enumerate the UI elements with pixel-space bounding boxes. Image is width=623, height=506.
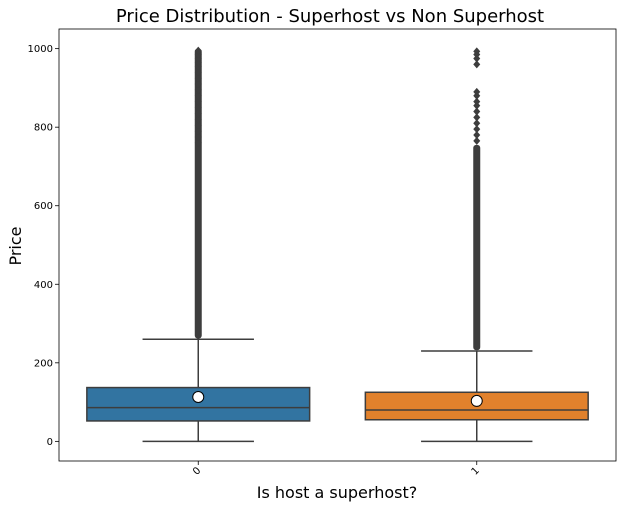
outlier-point: [194, 68, 202, 77]
outlier-point: [194, 133, 202, 141]
outlier-point: [473, 47, 481, 56]
x-tick-label: 1: [470, 465, 482, 477]
outlier-column-1: [473, 144, 481, 351]
mean-marker-1: [470, 394, 483, 407]
y-tick-label: 0: [47, 437, 53, 448]
outlier-point: [194, 91, 202, 100]
outlier-point: [194, 74, 202, 83]
outlier-point: [194, 79, 202, 88]
outlier-point: [194, 97, 202, 106]
box-group-0: [86, 46, 311, 443]
outlier-point: [194, 138, 202, 147]
outlier-point: [473, 107, 481, 116]
outlier-point: [473, 119, 481, 128]
y-tick-label: 200: [34, 358, 53, 369]
axes: 0 200 400 600 800 1000 0 1: [28, 28, 617, 478]
outlier-point: [194, 103, 202, 112]
mean-marker-0: [192, 390, 205, 403]
outlier-point: [473, 60, 481, 69]
outlier-point: [473, 97, 481, 106]
outlier-point: [473, 125, 481, 134]
outlier-point: [194, 115, 202, 124]
outlier-point: [473, 136, 481, 145]
x-axis-label: Is host a superhost?: [257, 483, 417, 502]
outlier-point: [194, 46, 202, 55]
outlier-point: [194, 85, 202, 94]
y-tick-label: 1000: [28, 44, 53, 55]
plot-area: [86, 46, 589, 443]
outlier-point: [473, 87, 481, 96]
outlier-point: [194, 121, 202, 130]
plot-frame: [58, 28, 617, 462]
y-tick-label: 400: [34, 280, 53, 291]
outlier-point: [473, 131, 481, 140]
box-group-1: [364, 47, 589, 443]
outlier-point: [194, 109, 202, 118]
outlier-point: [473, 113, 481, 122]
y-axis-label: Price: [6, 226, 25, 265]
chart-title: Price Distribution - Superhost vs Non Su…: [116, 6, 544, 27]
y-tick-label: 800: [34, 123, 53, 134]
y-tick-label: 600: [34, 201, 53, 212]
x-tick-label: 0: [191, 465, 203, 477]
outlier-point: [194, 127, 202, 136]
